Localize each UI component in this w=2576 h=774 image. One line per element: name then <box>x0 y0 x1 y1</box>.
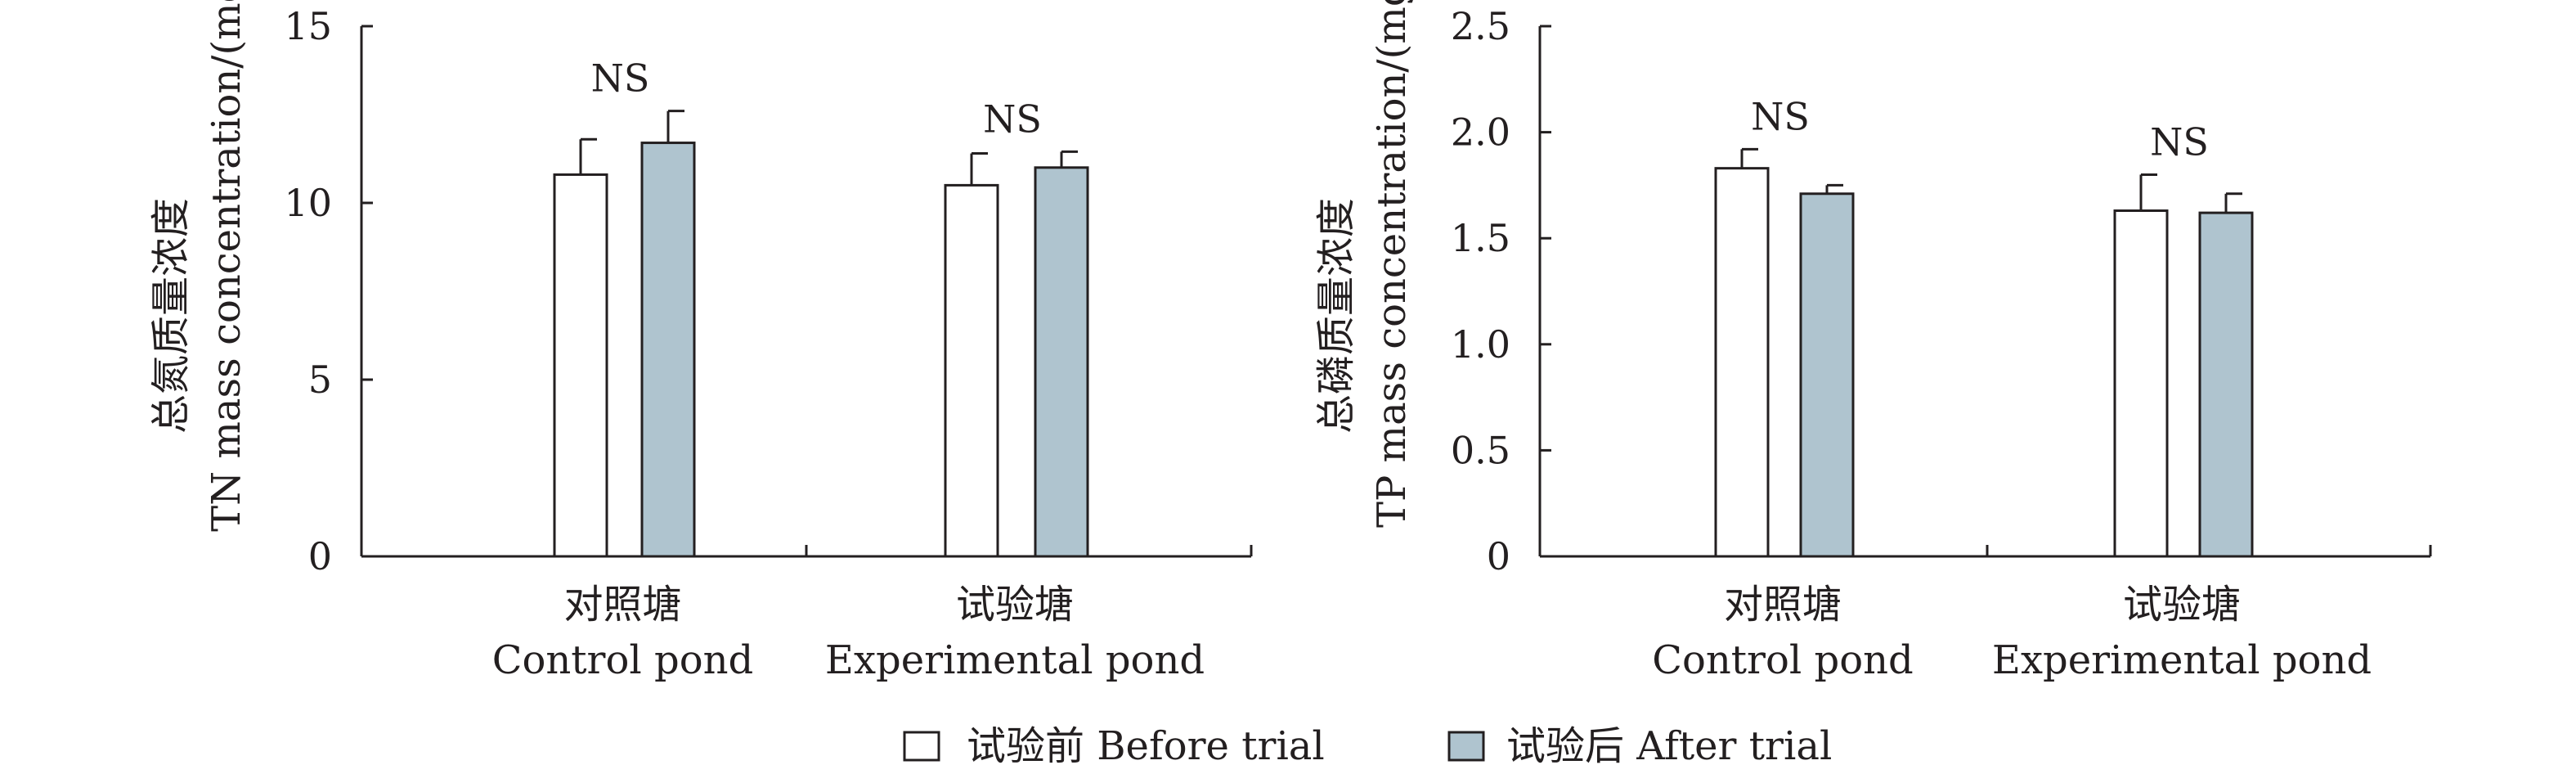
significance-label: NS <box>983 97 1042 141</box>
bar-after-trial <box>1799 192 1855 558</box>
legend-after-swatch <box>1447 731 1485 762</box>
y-tick-label: 15 <box>284 4 332 48</box>
legend-before-swatch <box>903 731 940 762</box>
y-tick-label: 10 <box>284 181 332 225</box>
bar-before-trial <box>1714 167 1770 558</box>
significance-label: NS <box>1751 94 1810 138</box>
y-tick-label: 5 <box>308 358 332 402</box>
significance-label: NS <box>2150 119 2209 164</box>
bar-after-trial <box>2198 211 2254 558</box>
y-tick-label: 0.5 <box>1451 428 1510 472</box>
legend-after-label: 试验后 After trial <box>1506 723 1832 769</box>
tn-chart-panel: 0 5 10 15 NS 对照塘 Control pond NS 试验塘 Experimental… <box>148 0 1253 683</box>
category-label-zh: 试验塘 <box>2123 582 2241 628</box>
category-label-en: Control pond <box>1652 637 1914 683</box>
category-label-en: Experimental pond <box>825 637 1205 683</box>
bar-before-trial <box>553 173 608 558</box>
y-axis-title-zh: 总磷质量浓度 <box>1313 198 1359 434</box>
y-axis-title-zh: 总氮质量浓度 <box>148 198 194 434</box>
y-tick-label: 1.5 <box>1451 216 1510 260</box>
legend: 试验前 Before trial 试验后 After trial <box>903 723 1832 769</box>
tp-chart-panel: 0 0.5 1.0 1.5 2.0 2.5 NS 对照塘 Control pond NS 试验塘 Ex… <box>1313 0 2432 683</box>
y-axis-title-en: TP mass concentration/(mg·L⁻¹) <box>1369 0 1415 528</box>
y-tick-label: 1.0 <box>1451 322 1510 367</box>
category-label-en: Control pond <box>492 637 754 683</box>
bar-after-trial <box>1034 166 1089 558</box>
bar-before-trial <box>944 183 999 558</box>
bar-after-trial <box>640 142 696 558</box>
category-label-en: Experimental pond <box>1992 637 2372 683</box>
significance-label: NS <box>591 56 650 101</box>
y-tick-label: 0 <box>308 534 332 578</box>
category-label-zh: 试验塘 <box>956 582 1074 628</box>
category-label-zh: 对照塘 <box>1724 582 1842 628</box>
y-tick-label: 2.5 <box>1451 4 1510 48</box>
legend-before-label: 试验前 Before trial <box>967 723 1325 769</box>
y-tick-label: 2.0 <box>1451 110 1510 155</box>
category-label-zh: 对照塘 <box>563 582 681 628</box>
y-tick-label: 0 <box>1487 534 1510 578</box>
y-axis-title-en: TN mass concentration/(mg·L⁻¹) <box>204 0 249 532</box>
bar-before-trial <box>2113 209 2169 558</box>
